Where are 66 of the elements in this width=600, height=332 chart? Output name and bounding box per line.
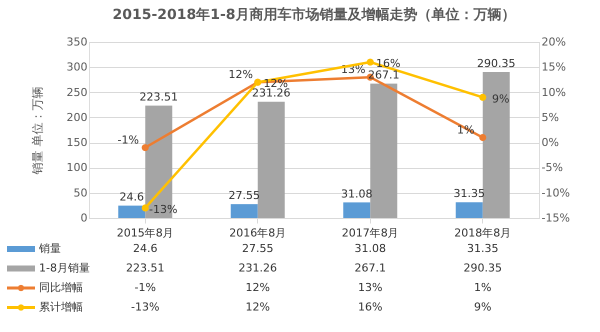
bar (456, 202, 483, 218)
y-tick-label: 200 (66, 110, 88, 124)
y-tick-label: 250 (66, 86, 88, 99)
data-label: 267.1 (354, 262, 386, 274)
data-label: -1% (134, 281, 156, 294)
x-tick-label: 2018年8月 (454, 226, 512, 240)
data-label: 13% (358, 281, 382, 294)
text: 31.08 (341, 187, 372, 200)
x-tick-label: 2016年8月 (229, 226, 286, 240)
y2-tick-label: -15% (542, 212, 570, 224)
y2-tick-label: 10% (542, 86, 566, 99)
text: 9% (492, 92, 510, 106)
y-tick-label: 50 (74, 186, 88, 200)
point (479, 94, 486, 101)
data-label: 223.51 (126, 262, 164, 274)
text: 31.35 (454, 187, 485, 200)
text: 16% (376, 57, 400, 70)
data-label: 12% (246, 300, 270, 314)
text: 267.1 (368, 68, 400, 82)
data-label: 31.35 (467, 242, 498, 255)
data-label: -13% (131, 300, 160, 314)
y2-tick-label: 15% (542, 60, 566, 74)
x-tick-label: 2015年8月 (116, 226, 174, 240)
y-tick-label: 350 (66, 36, 88, 48)
text: 27.55 (228, 189, 260, 202)
bar (258, 102, 285, 218)
data-label: 31.08 (354, 242, 386, 255)
point (479, 134, 486, 142)
y-tick-label: 0 (80, 212, 88, 224)
text: 24.6 (120, 190, 144, 204)
point (142, 144, 149, 152)
data-label: 27.55 (242, 242, 274, 255)
y-axis-title: 销量 单位：万辆 (30, 86, 45, 176)
text: 223.51 (140, 90, 178, 104)
legend-label: 销量 (38, 242, 61, 255)
data-label: 24.6 (133, 242, 158, 255)
y-tick-label: 300 (66, 60, 88, 74)
data-label: 9% (474, 300, 492, 314)
legend-label: 同比增幅 (39, 281, 83, 294)
y-tick-label: 100 (66, 161, 88, 174)
y2-tick-label: -10% (542, 186, 570, 200)
data-label: 12% (246, 281, 270, 294)
y2-tick-label: 20% (542, 36, 566, 48)
bar (370, 84, 398, 218)
data-label: 231.26 (238, 262, 277, 274)
data-label: 1% (474, 281, 492, 294)
y2-tick-label: 5% (542, 110, 559, 124)
y-tick-label: 150 (66, 136, 88, 150)
bar (343, 202, 370, 218)
bar (230, 204, 258, 218)
bar (118, 206, 146, 218)
y2-tick-label: 0% (542, 136, 559, 150)
bar (482, 72, 510, 218)
point (142, 204, 149, 212)
text: 231.26 (252, 86, 290, 100)
y2-tick-label: -5% (542, 161, 563, 174)
point (366, 58, 374, 66)
data-label: 16% (358, 300, 382, 314)
legend-label: 累计增幅 (39, 300, 83, 314)
legend-label: 1-8月销量 (39, 262, 90, 274)
x-tick-label: 2017年8月 (342, 226, 399, 240)
text: -1% (118, 134, 139, 147)
text: 290.35 (477, 56, 516, 70)
text: 12% (228, 68, 253, 82)
chart-title: 2015-2018年1-8月商用车市场销量及增幅走势（单位：万辆） (112, 6, 516, 23)
data-label: 290.35 (464, 262, 502, 274)
